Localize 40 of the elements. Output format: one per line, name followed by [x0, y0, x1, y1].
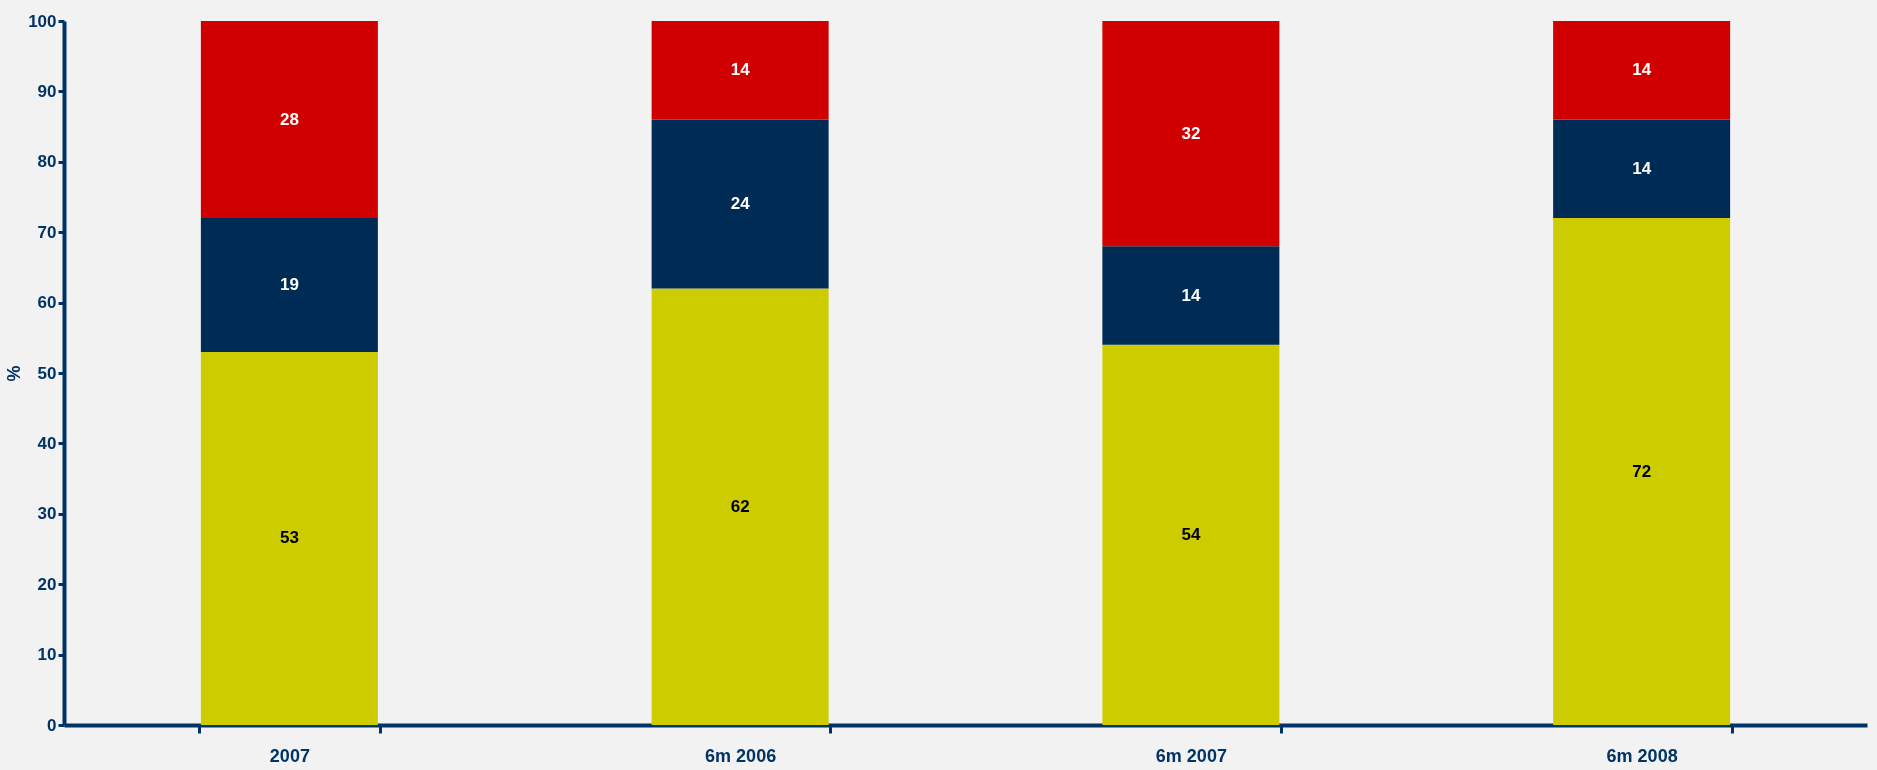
bar [651, 21, 829, 120]
bar [1102, 246, 1280, 345]
bar [1102, 21, 1280, 247]
y-tick-label: 60 [37, 293, 57, 313]
bar [200, 21, 378, 219]
data-label: 14 [730, 60, 751, 80]
data-label: 32 [1181, 123, 1201, 143]
data-label: 54 [1181, 524, 1201, 544]
data-label: 19 [279, 275, 299, 294]
y-tick-label: 80 [37, 152, 57, 172]
bar [1102, 344, 1280, 725]
data-label: 53 [279, 528, 299, 548]
data-label: 14 [1181, 285, 1201, 305]
data-label: 24 [730, 194, 751, 214]
y-tick-label: 40 [37, 433, 57, 453]
x-tick-label: 2007 [269, 745, 310, 766]
y-tick-label: 70 [37, 222, 57, 242]
y-tick-label: 100 [28, 11, 57, 31]
y-tick-label: 10 [37, 645, 57, 665]
bar [1553, 21, 1731, 120]
y-tick-label: 30 [37, 504, 57, 524]
data-label: 14 [1632, 158, 1652, 178]
bar [200, 218, 378, 352]
y-axis-title: % [4, 365, 25, 382]
bar [1553, 218, 1731, 725]
bar [1553, 119, 1731, 219]
bar [651, 288, 829, 725]
x-tick-label: 6m 2007 [1155, 745, 1227, 766]
y-tick-label: 50 [37, 363, 57, 383]
bar [200, 351, 378, 725]
x-tick-label: 6m 2008 [1606, 745, 1678, 766]
bar [651, 119, 829, 289]
y-tick-label: 20 [37, 574, 57, 594]
data-label: 28 [279, 109, 299, 129]
data-label: 72 [1632, 461, 1652, 481]
data-label: 62 [730, 496, 750, 516]
y-tick-label: 90 [37, 81, 57, 101]
y-tick-label: 0 [47, 715, 57, 735]
x-tick-label: 6m 2006 [705, 745, 777, 766]
data-label: 14 [1632, 60, 1652, 80]
